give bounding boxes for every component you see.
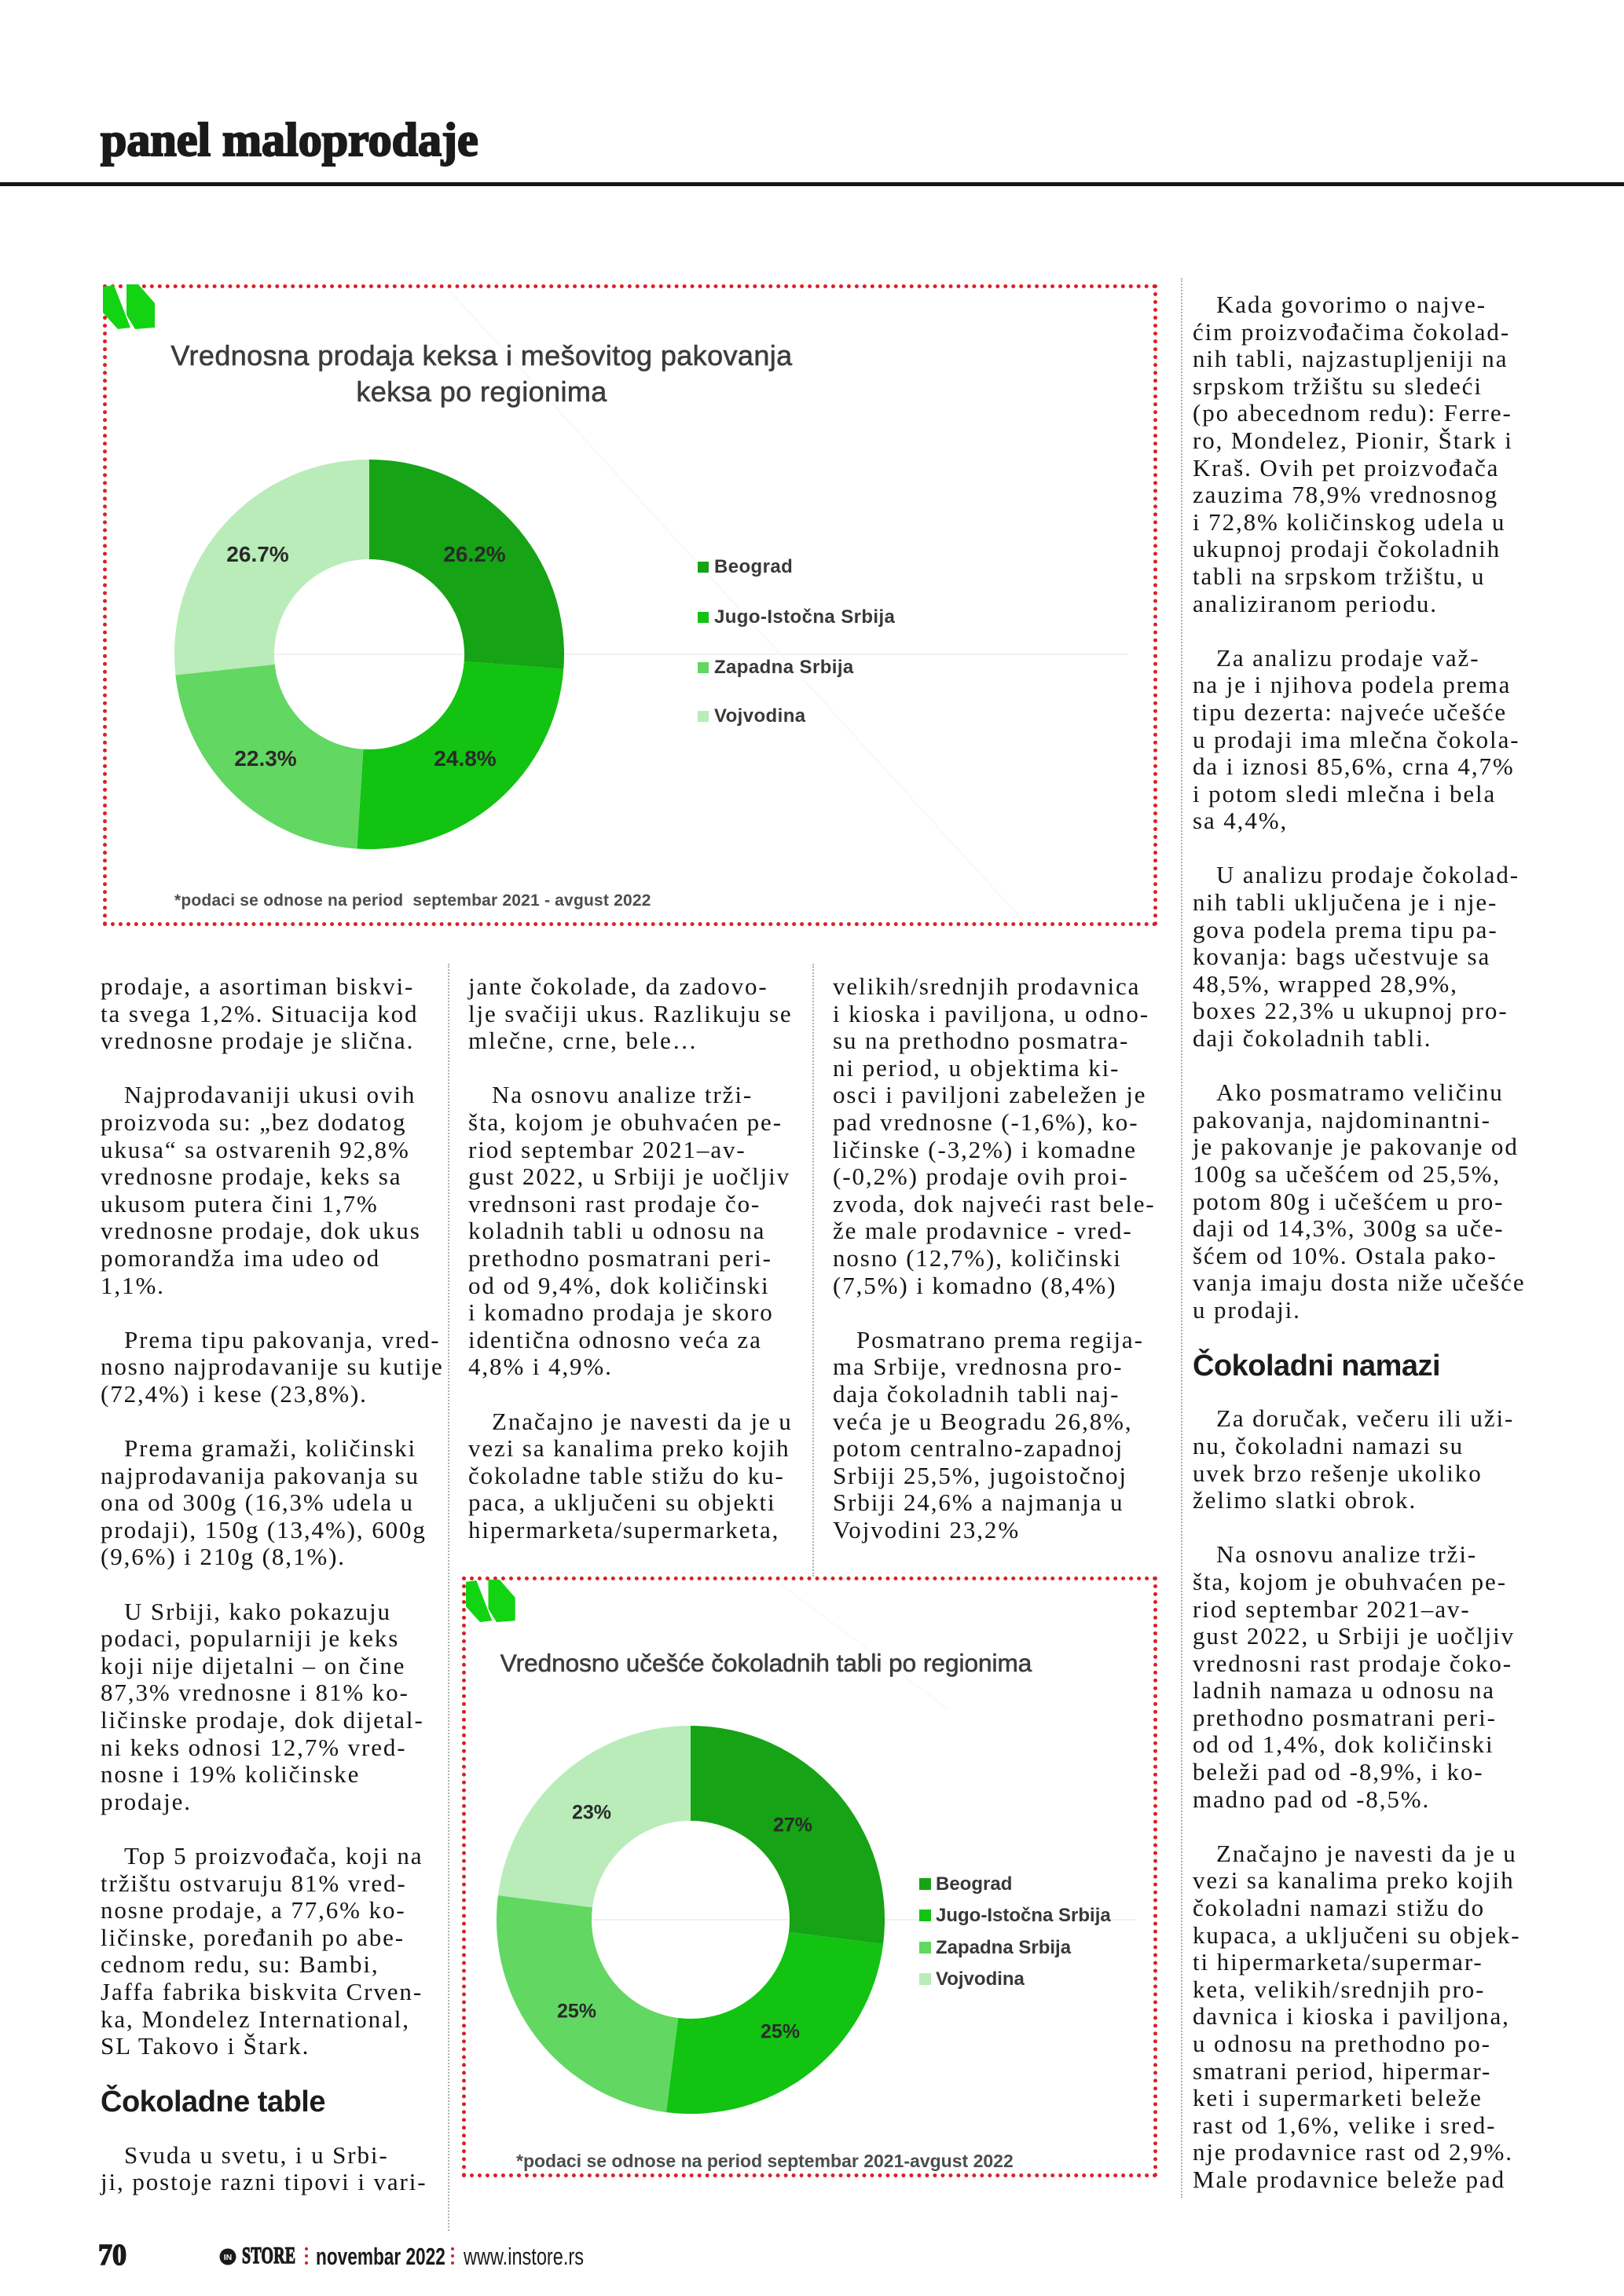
svg-text:IN: IN [224,2253,233,2262]
